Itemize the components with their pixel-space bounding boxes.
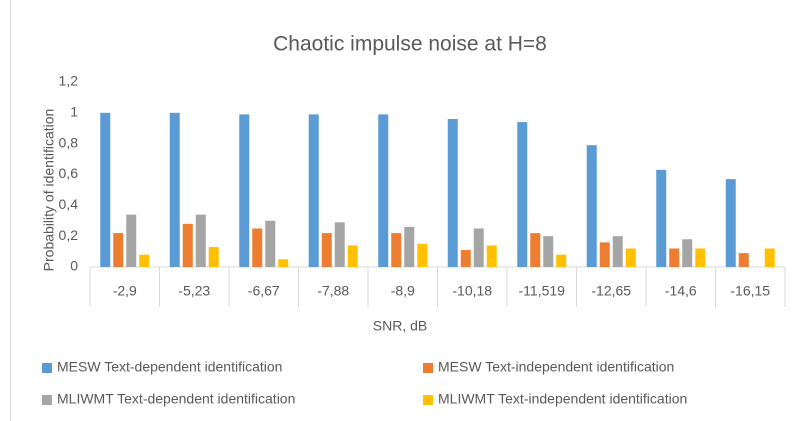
x-tick-label: -2,9 [113,283,137,299]
bar [669,248,680,267]
bar [347,245,358,267]
y-tick-label: 0,4 [59,196,79,212]
legend-label: MLIWMT Text-independent identification [438,391,687,407]
bar [404,226,415,267]
x-tick-label: -12,65 [591,283,631,299]
legend-label: MLIWMT Text-dependent identification [57,391,295,407]
bar [308,114,319,267]
bar [378,114,389,267]
bar [239,114,250,267]
bar [278,259,289,267]
bar [530,233,541,267]
y-tick-label: 0,6 [59,165,79,181]
bar [126,214,137,267]
bar [738,253,749,267]
bar [612,236,623,267]
legend-swatch [423,395,433,405]
legend-swatch [423,363,433,373]
bar [391,233,402,267]
bar [599,242,610,267]
x-tick-label: -16,15 [730,283,770,299]
bar [517,122,528,267]
x-tick-label: -6,67 [248,283,280,299]
bar [556,254,567,267]
bar [656,169,667,267]
y-tick-label: 1,2 [59,73,79,89]
y-tick-label: 0 [70,258,78,274]
y-axis-title: Probability of identification [41,109,57,272]
bar [139,254,150,267]
bar [417,243,428,267]
bar [100,112,111,267]
y-tick-label: 0,2 [59,227,79,243]
x-tick-label: -8,9 [391,283,415,299]
legend-label: MESW Text-independent identification [438,359,674,375]
y-tick-label: 0,8 [59,134,79,150]
bar [208,246,219,267]
legend-label: MESW Text-dependent identification [57,359,282,375]
bar [265,220,276,267]
bar [252,228,263,267]
x-tick-label: -7,88 [317,283,349,299]
y-tick-label: 1 [70,104,78,120]
bar [695,248,706,267]
x-tick-label: -10,18 [452,283,492,299]
bar [764,248,775,267]
bar [447,119,458,267]
legend-swatch [42,395,52,405]
bar [586,145,597,267]
x-tick-label: -14,6 [665,283,697,299]
chart-title: Chaotic impulse noise at H=8 [273,33,547,56]
bar [486,245,497,267]
bar [460,250,471,267]
bar [725,179,736,267]
bar [169,112,180,267]
bar [473,228,484,267]
bar [321,233,332,267]
x-tick-label: -5,23 [178,283,210,299]
bar [195,214,206,267]
bar [334,222,345,267]
legend-swatch [42,363,52,373]
bar [113,233,124,267]
bar [182,223,193,267]
bar [682,239,693,267]
x-tick-label: -11,519 [519,283,566,299]
bar [625,248,636,267]
x-axis-title: SNR, dB [373,318,427,334]
bar [543,236,554,267]
